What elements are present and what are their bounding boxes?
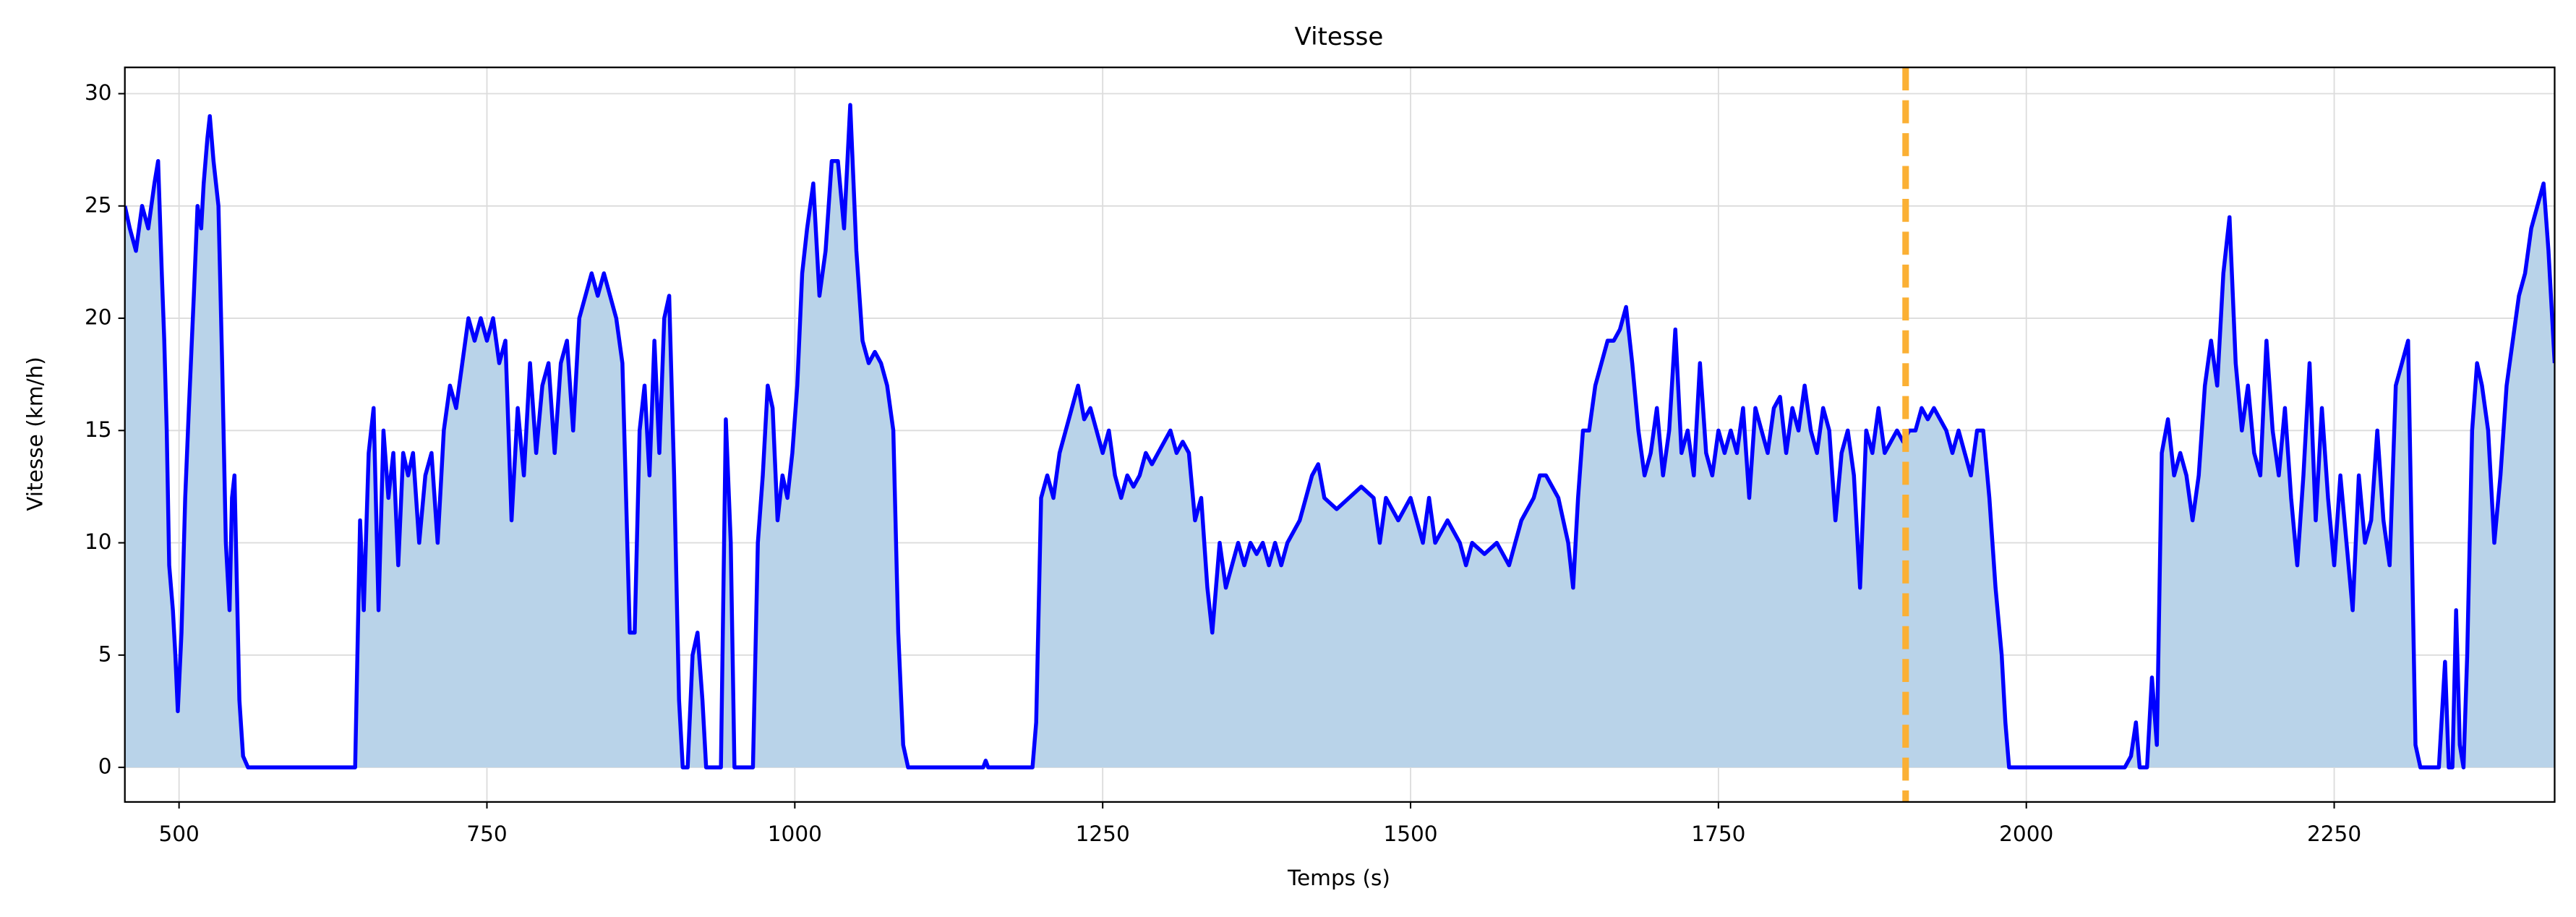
plot-area (124, 67, 2555, 802)
x-tick-label: 1500 (1383, 822, 1437, 846)
y-tick-label: 5 (98, 641, 112, 666)
plot-frame (124, 67, 2556, 803)
x-tick-label: 1750 (1691, 822, 1745, 846)
x-axis-label: Temps (s) (1287, 866, 1390, 890)
y-tick-label: 10 (85, 529, 112, 554)
x-tick-label: 500 (158, 822, 199, 846)
x-tick-label: 2250 (2307, 822, 2361, 846)
x-tick-label: 1000 (768, 822, 822, 846)
x-tick-label: 2000 (1999, 822, 2053, 846)
chart-title: Vitesse (1295, 22, 1384, 51)
area-fill (124, 105, 2555, 768)
y-tick-label: 0 (98, 754, 112, 779)
y-tick-label: 15 (85, 417, 112, 442)
y-axis-label: Vitesse (km/h) (22, 357, 47, 511)
y-tick-label: 20 (85, 305, 112, 330)
y-tick-label: 25 (85, 192, 112, 217)
y-tick-label: 30 (85, 80, 112, 105)
x-tick-label: 750 (466, 822, 507, 846)
x-tick-label: 1250 (1076, 822, 1130, 846)
speed-line (124, 103, 2555, 769)
